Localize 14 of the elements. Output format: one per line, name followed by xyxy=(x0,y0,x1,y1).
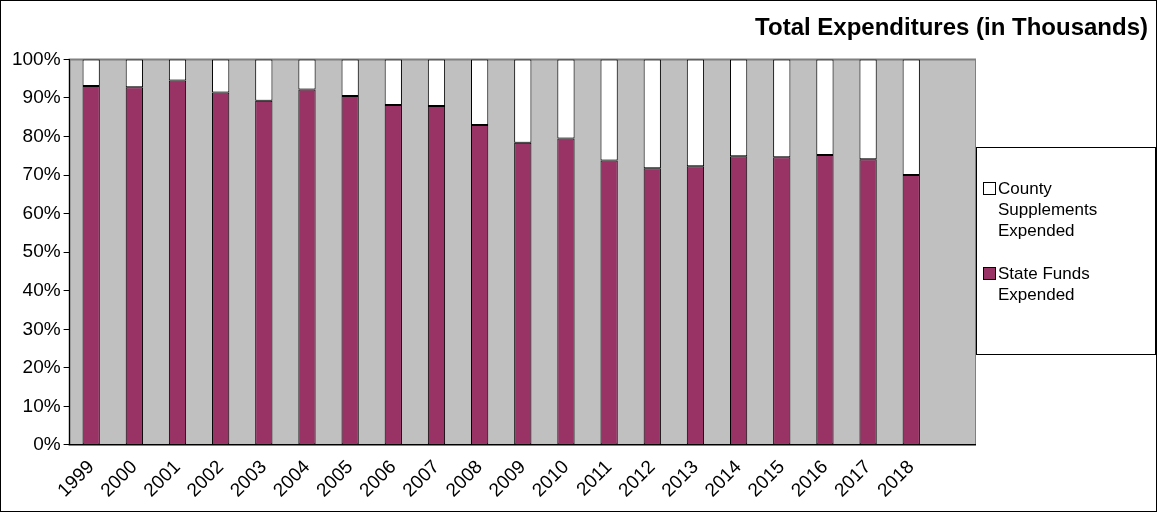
y-tick-label: 80% xyxy=(22,124,61,146)
y-tick-label: 0% xyxy=(33,433,61,455)
y-tick-label: 90% xyxy=(22,86,61,108)
y-tick-label: 40% xyxy=(22,278,61,300)
y-tick-label: 100% xyxy=(11,47,61,69)
y-tick-label: 10% xyxy=(22,394,61,416)
chart-title: Total Expenditures (in Thousands) xyxy=(755,13,1148,41)
legend-label: County Supplements Expended xyxy=(998,178,1099,241)
y-tick-label: 20% xyxy=(22,356,61,378)
y-tick-label: 70% xyxy=(22,163,61,185)
y-tick-label: 30% xyxy=(22,317,61,339)
y-tick-label: 50% xyxy=(22,240,61,262)
legend-label: State Funds Expended xyxy=(998,263,1091,305)
y-tick-label: 60% xyxy=(22,201,61,223)
